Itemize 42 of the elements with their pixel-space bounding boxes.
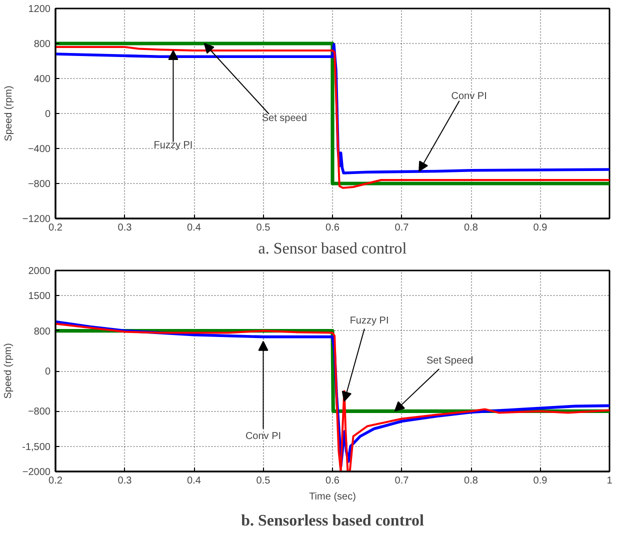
x-tick-label: 0.3 bbox=[118, 222, 132, 234]
y-tick-label: 0 bbox=[44, 109, 51, 120]
annotation: Fuzzy PI bbox=[350, 316, 389, 327]
x-axis-title: Time (sec) bbox=[309, 492, 356, 502]
text: a. Sensor based control bbox=[258, 240, 408, 258]
annotation: Conv PI bbox=[245, 430, 282, 442]
y-tick-label: −800 bbox=[28, 179, 51, 190]
y-tick-label: 1200 bbox=[28, 4, 51, 15]
y-tick-label: 800 bbox=[34, 326, 51, 338]
x-tick-label: 0.2 bbox=[48, 476, 63, 486]
x-tick-label: 0.6 bbox=[326, 222, 340, 234]
x-tick-label: 0.5 bbox=[256, 222, 271, 234]
annotation: Fuzzy PI bbox=[154, 140, 193, 151]
y-tick-label: −800 bbox=[28, 406, 51, 418]
y-tick-label: −400 bbox=[28, 144, 51, 155]
x-tick-label: 0.4 bbox=[187, 222, 202, 234]
annotation: Set speed bbox=[262, 113, 307, 124]
text: b. Sensorless based control bbox=[241, 512, 424, 530]
y-tick-label: -1,500 bbox=[22, 442, 51, 453]
x-tick-label: 1 bbox=[606, 476, 613, 486]
x-tick-label: 0.3 bbox=[118, 476, 132, 486]
x-tick-label: 0.9 bbox=[533, 476, 548, 486]
y-tick-label: 400 bbox=[34, 74, 51, 85]
y-axis-title: Speed (rpm) bbox=[3, 86, 14, 142]
x-tick-label: 0.7 bbox=[394, 222, 410, 234]
x-tick-label: 0.5 bbox=[256, 476, 271, 486]
y-tick-label: −2000 bbox=[22, 467, 51, 478]
annotation: Conv PI bbox=[451, 90, 487, 102]
x-tick-label: 0.8 bbox=[464, 476, 478, 486]
x-tick-label: 0.7 bbox=[394, 476, 410, 486]
y-tick-label: 2000 bbox=[28, 266, 51, 277]
y-tick-label: −1200 bbox=[22, 214, 51, 225]
x-tick-label: 0.8 bbox=[464, 222, 478, 234]
x-tick-label: 0.2 bbox=[48, 222, 63, 234]
y-tick-label: 1500 bbox=[28, 291, 51, 302]
y-axis-title: Speed (rpm) bbox=[3, 343, 14, 399]
y-tick-label: 800 bbox=[34, 39, 51, 50]
annotation: Set Speed bbox=[426, 356, 474, 367]
y-tick-label: 0 bbox=[44, 366, 51, 378]
x-tick-label: 0.4 bbox=[187, 476, 202, 486]
x-tick-label: 0.9 bbox=[533, 222, 548, 234]
x-tick-label: 0.6 bbox=[326, 476, 340, 486]
